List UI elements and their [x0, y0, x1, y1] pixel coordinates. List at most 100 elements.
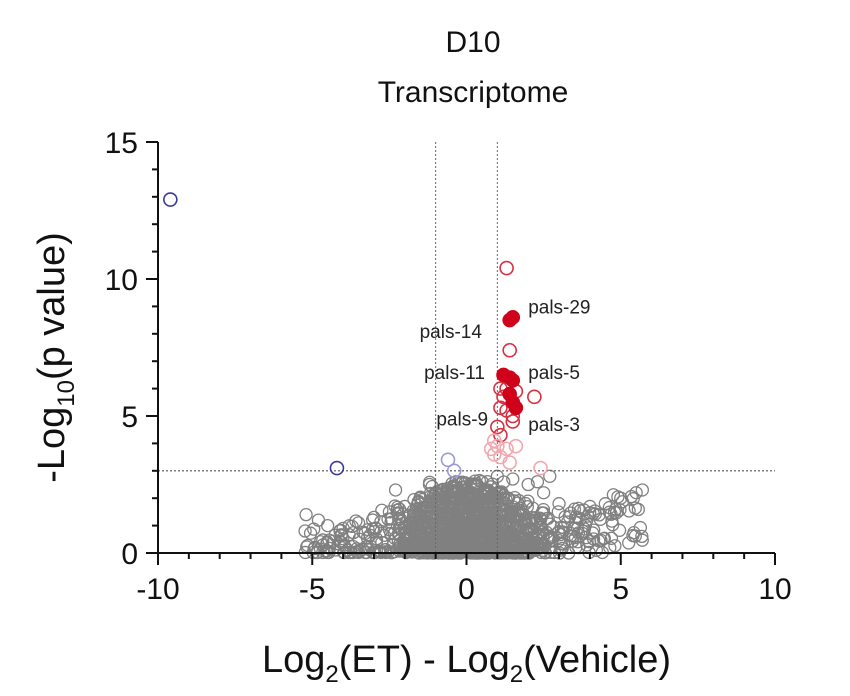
- data-point: [622, 536, 636, 550]
- data-point: [452, 501, 466, 515]
- data-point: [393, 511, 407, 526]
- data-point: [592, 508, 606, 522]
- data-point: [602, 505, 617, 519]
- data-point: [388, 483, 403, 497]
- data-point: [579, 530, 593, 545]
- y-tick-label: 10: [105, 264, 138, 297]
- data-point: [583, 499, 597, 514]
- down-regulated-point: [329, 460, 345, 476]
- data-point: [485, 512, 499, 527]
- data-point: [608, 539, 622, 553]
- data-point: [551, 526, 566, 540]
- data-point: [398, 531, 412, 546]
- data-point: [469, 477, 484, 491]
- gene-label: pals-29: [528, 297, 590, 318]
- data-point: [587, 523, 601, 537]
- up-regulated-point: [499, 260, 514, 276]
- x-tick-label: 10: [758, 573, 791, 606]
- data-point: [313, 535, 328, 549]
- data-point: [635, 533, 649, 547]
- data-point: [525, 522, 539, 536]
- down-regulated-point: [440, 452, 456, 468]
- data-point: [351, 516, 366, 530]
- data-point: [398, 537, 412, 551]
- gene-label: pals-5: [528, 363, 580, 384]
- data-point: [437, 542, 451, 556]
- data-point: [496, 502, 510, 516]
- data-point: [391, 534, 405, 548]
- data-point: [425, 531, 439, 545]
- data-point: [628, 501, 642, 515]
- data-point: [577, 522, 592, 536]
- data-point: [635, 529, 649, 544]
- data-point: [521, 477, 535, 492]
- data-point: [467, 489, 481, 503]
- data-point: [425, 505, 439, 519]
- data-point: [398, 499, 412, 514]
- data-point: [555, 541, 569, 555]
- data-point: [487, 488, 501, 502]
- data-point: [470, 511, 484, 526]
- data-point: [635, 483, 649, 497]
- data-point: [516, 515, 530, 529]
- data-point: [543, 517, 557, 531]
- data-point: [439, 543, 453, 558]
- data-point: [367, 525, 381, 539]
- y-tick-label: 0: [121, 538, 138, 571]
- data-point: [472, 473, 486, 488]
- data-point: [530, 475, 545, 489]
- data-point: [333, 534, 347, 549]
- data-point: [529, 543, 543, 557]
- data-point: [553, 527, 567, 542]
- data-point: [556, 521, 571, 535]
- data-point: [435, 514, 449, 529]
- gene-label: pals-14: [420, 322, 483, 343]
- data-point: [488, 530, 502, 545]
- data-point: [375, 535, 389, 550]
- x-axis-title: Log2(ET) - Log2(Vehicle): [262, 639, 671, 688]
- data-point: [604, 531, 619, 545]
- data-point: [336, 532, 350, 546]
- data-point: [586, 532, 601, 546]
- data-point: [426, 533, 441, 547]
- data-point: [429, 487, 443, 502]
- data-point: [556, 525, 570, 539]
- data-point: [576, 524, 590, 539]
- data-point: [541, 511, 555, 525]
- up-regulated-point: [505, 414, 521, 429]
- data-point: [311, 513, 326, 527]
- data-point: [543, 469, 557, 483]
- data-point: [462, 507, 476, 522]
- data-point: [628, 529, 642, 543]
- data-point: [342, 519, 356, 533]
- data-point: [445, 539, 459, 553]
- data-point: [413, 491, 427, 505]
- x-tick-label: -5: [299, 573, 326, 606]
- data-point: [552, 497, 566, 511]
- data-point: [390, 519, 405, 533]
- data-point: [533, 518, 547, 532]
- data-point: [520, 534, 534, 548]
- data-point: [464, 543, 478, 557]
- data-point: [459, 488, 474, 502]
- data-point: [440, 508, 454, 522]
- data-point: [425, 509, 439, 523]
- data-point: [447, 479, 461, 493]
- data-point: [485, 477, 499, 491]
- highlighted-point: [508, 400, 524, 416]
- down-regulated-point: [446, 463, 462, 479]
- data-point: [521, 494, 535, 508]
- data-point: [497, 529, 511, 543]
- data-point: [336, 521, 350, 535]
- data-point: [333, 523, 348, 537]
- data-point: [506, 472, 520, 486]
- data-point: [614, 491, 628, 505]
- data-point: [408, 523, 423, 537]
- data-point: [607, 505, 622, 519]
- data-point: [612, 523, 627, 537]
- data-point: [466, 507, 481, 521]
- data-point: [458, 543, 473, 558]
- up-regulated-point: [490, 419, 505, 435]
- data-point: [436, 494, 450, 508]
